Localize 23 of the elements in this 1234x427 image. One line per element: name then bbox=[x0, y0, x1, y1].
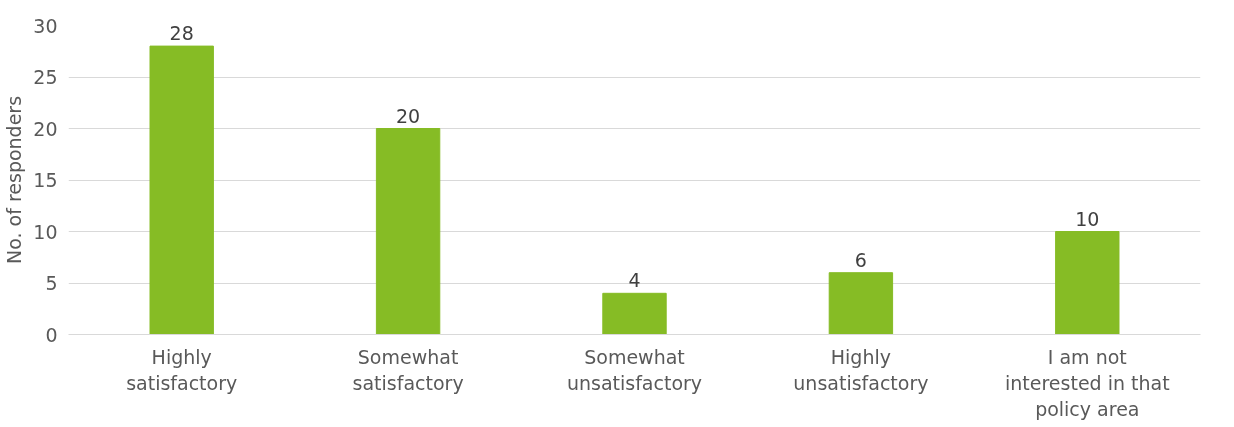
bar bbox=[149, 45, 214, 335]
bar bbox=[828, 272, 894, 335]
y-tick-label: 5 bbox=[45, 272, 58, 294]
bar bbox=[375, 128, 441, 335]
bar bbox=[1055, 231, 1120, 335]
y-tick-label: 30 bbox=[33, 14, 58, 37]
y-tick-label: 20 bbox=[33, 117, 58, 140]
x-tick-label: Somewhat satisfactory bbox=[352, 345, 464, 394]
bar bbox=[602, 292, 667, 335]
y-tick-label: 10 bbox=[33, 220, 58, 243]
data-label: 10 bbox=[1075, 207, 1100, 230]
data-label: 4 bbox=[628, 269, 641, 292]
data-label: 28 bbox=[169, 22, 194, 45]
y-tick-label: 0 bbox=[45, 323, 58, 346]
y-tick-label: 25 bbox=[33, 66, 58, 88]
y-tick-label: 15 bbox=[33, 169, 58, 191]
data-label: 20 bbox=[396, 104, 421, 127]
x-tick-label: I am not interested in that policy area bbox=[1004, 345, 1170, 421]
x-tick-label: Highly unsatisfactory bbox=[793, 345, 929, 394]
data-label: 6 bbox=[854, 248, 867, 271]
x-tick-label: Highly satisfactory bbox=[126, 345, 238, 394]
x-tick-label: Somewhat unsatisfactory bbox=[566, 345, 703, 394]
y-axis-title: No. of responders bbox=[3, 95, 26, 265]
